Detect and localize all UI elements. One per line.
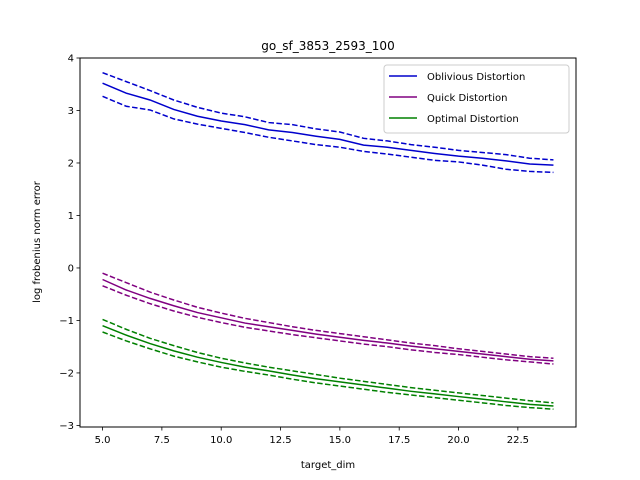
x-tick-label: 5.0	[95, 435, 111, 446]
y-tick-label: 4	[68, 54, 74, 65]
oblivious-distortion-upper-line	[102, 71, 554, 161]
x-tick-label: 15.0	[329, 435, 351, 446]
y-tick-label: −3	[59, 421, 74, 432]
chart-title: go_sf_3853_2593_100	[261, 39, 394, 53]
oblivious-distortion-lower-line	[102, 95, 554, 174]
optimal-distortion-lower-line	[102, 331, 554, 410]
y-tick-label: 0	[68, 263, 74, 274]
y-tick-label: 2	[68, 158, 74, 169]
x-tick-label: 17.5	[388, 435, 410, 446]
x-tick-label: 7.5	[154, 435, 170, 446]
optimal-distortion-mean-line	[102, 325, 554, 407]
x-axis: 5.0 7.5 10.0 12.5 15.0 17.5 20.0 22.5	[95, 427, 529, 446]
y-axis-label: log frobenius norm error	[32, 180, 43, 303]
quick-distortion-lower-line	[102, 285, 554, 365]
x-tick-label: 12.5	[269, 435, 291, 446]
x-axis-label: target_dim	[301, 460, 355, 471]
legend-box	[383, 64, 570, 134]
y-tick-label: 1	[68, 211, 74, 222]
legend-label: Oblivious Distortion	[427, 72, 525, 83]
legend-label: Optimal Distortion	[427, 114, 519, 125]
y-tick-label: −2	[59, 368, 74, 379]
y-tick-label: 3	[68, 106, 74, 117]
quick-distortion-mean-line	[102, 278, 554, 362]
x-tick-label: 20.0	[447, 435, 469, 446]
oblivious-distortion-mean-line	[102, 82, 554, 166]
legend: Oblivious Distortion Quick Distortion Opti…	[383, 64, 570, 134]
legend-label: Quick Distortion	[427, 93, 507, 104]
quick-distortion-upper-line	[102, 272, 554, 359]
plot-frame	[79, 57, 577, 428]
y-axis: −3 −2 −1 0 1 2 3 4	[59, 54, 80, 432]
x-tick-label: 10.0	[210, 435, 232, 446]
x-tick-label: 22.5	[507, 435, 529, 446]
y-tick-label: −1	[59, 316, 74, 327]
plot-area	[102, 71, 554, 410]
optimal-distortion-upper-line	[102, 318, 554, 404]
